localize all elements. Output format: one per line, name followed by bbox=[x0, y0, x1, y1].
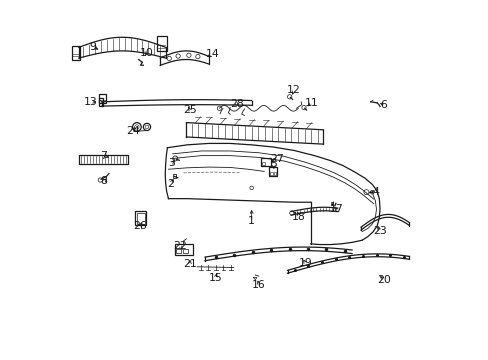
Bar bbox=[135, 211, 146, 225]
Text: 4: 4 bbox=[371, 187, 378, 197]
Text: 9: 9 bbox=[89, 42, 96, 51]
Text: 11: 11 bbox=[305, 98, 318, 108]
Bar bbox=[72, 46, 80, 59]
Bar bbox=[136, 213, 145, 224]
Text: 26: 26 bbox=[133, 221, 146, 231]
Bar bbox=[261, 162, 265, 165]
Text: 18: 18 bbox=[291, 212, 305, 221]
Text: 20: 20 bbox=[376, 275, 390, 285]
Text: 13: 13 bbox=[84, 97, 98, 107]
Text: 10: 10 bbox=[140, 48, 154, 58]
Text: 23: 23 bbox=[372, 226, 386, 236]
Bar bbox=[99, 94, 105, 103]
Bar bbox=[176, 249, 181, 253]
Text: 3: 3 bbox=[168, 158, 175, 168]
Text: 27: 27 bbox=[269, 154, 283, 164]
Bar bbox=[268, 167, 276, 176]
Text: 14: 14 bbox=[205, 49, 219, 59]
Bar bbox=[260, 158, 270, 166]
Bar bbox=[183, 249, 187, 253]
Text: 2: 2 bbox=[167, 179, 174, 189]
Text: 5: 5 bbox=[270, 159, 277, 169]
Bar bbox=[330, 202, 333, 205]
Text: 28: 28 bbox=[229, 99, 243, 109]
Bar bbox=[269, 172, 272, 175]
Text: 21: 21 bbox=[183, 259, 197, 269]
Text: 15: 15 bbox=[208, 273, 222, 283]
Bar bbox=[79, 155, 128, 163]
Text: 25: 25 bbox=[183, 105, 197, 115]
Text: 16: 16 bbox=[251, 280, 265, 290]
Bar bbox=[273, 172, 275, 175]
Text: 1: 1 bbox=[248, 216, 255, 226]
Text: 22: 22 bbox=[173, 241, 186, 251]
Bar bbox=[99, 98, 102, 106]
Text: 24: 24 bbox=[125, 126, 139, 135]
Text: 8: 8 bbox=[100, 176, 107, 186]
Bar bbox=[156, 36, 167, 51]
Text: 19: 19 bbox=[298, 258, 312, 268]
Bar bbox=[172, 174, 176, 178]
Text: 6: 6 bbox=[380, 100, 386, 110]
Text: 7: 7 bbox=[100, 150, 107, 161]
Text: 12: 12 bbox=[286, 85, 300, 95]
Bar bbox=[174, 244, 192, 255]
Text: 17: 17 bbox=[329, 204, 343, 215]
